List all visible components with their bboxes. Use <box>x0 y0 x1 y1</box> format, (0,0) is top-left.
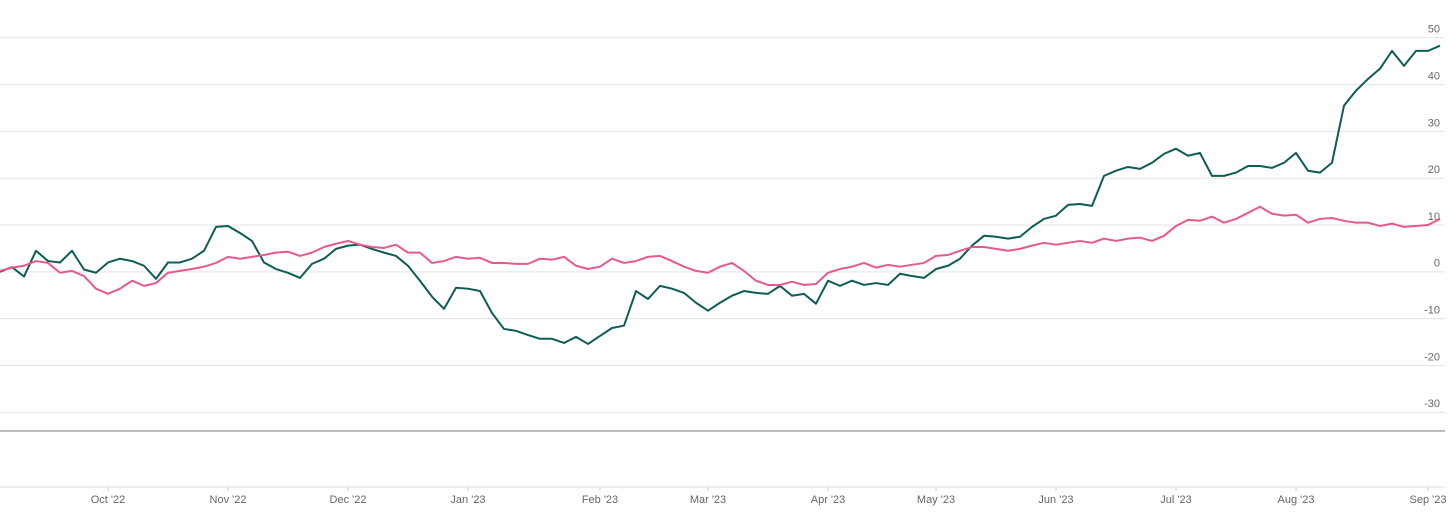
x-tick-label: Mar '23 <box>690 494 726 506</box>
series-line <box>0 44 1441 345</box>
x-tick-label: Jul '23 <box>1160 494 1191 506</box>
x-tick-label: Dec '22 <box>330 494 367 506</box>
x-tick-label: Aug '23 <box>1278 494 1315 506</box>
y-tick-label: -30 <box>1424 398 1440 410</box>
y-tick-label: 30 <box>1428 117 1440 129</box>
x-tick-label: Nov '22 <box>210 494 247 506</box>
x-tick-label: Oct '22 <box>91 494 126 506</box>
x-tick-label: May '23 <box>917 494 955 506</box>
x-tick-label: Apr '23 <box>811 494 846 506</box>
y-tick-label: 50 <box>1428 24 1440 36</box>
x-tick-label: Jan '23 <box>450 494 485 506</box>
series-line <box>0 205 1441 295</box>
y-tick-label: -10 <box>1424 305 1440 317</box>
y-tick-label: 20 <box>1428 164 1440 176</box>
x-tick-label: Feb '23 <box>582 494 618 506</box>
y-tick-label: 40 <box>1428 70 1440 82</box>
x-tick-label: Jun '23 <box>1038 494 1073 506</box>
y-tick-label: 0 <box>1434 258 1440 270</box>
x-tick-label: Sep '23 <box>1410 494 1447 506</box>
y-tick-label: -20 <box>1424 351 1440 363</box>
